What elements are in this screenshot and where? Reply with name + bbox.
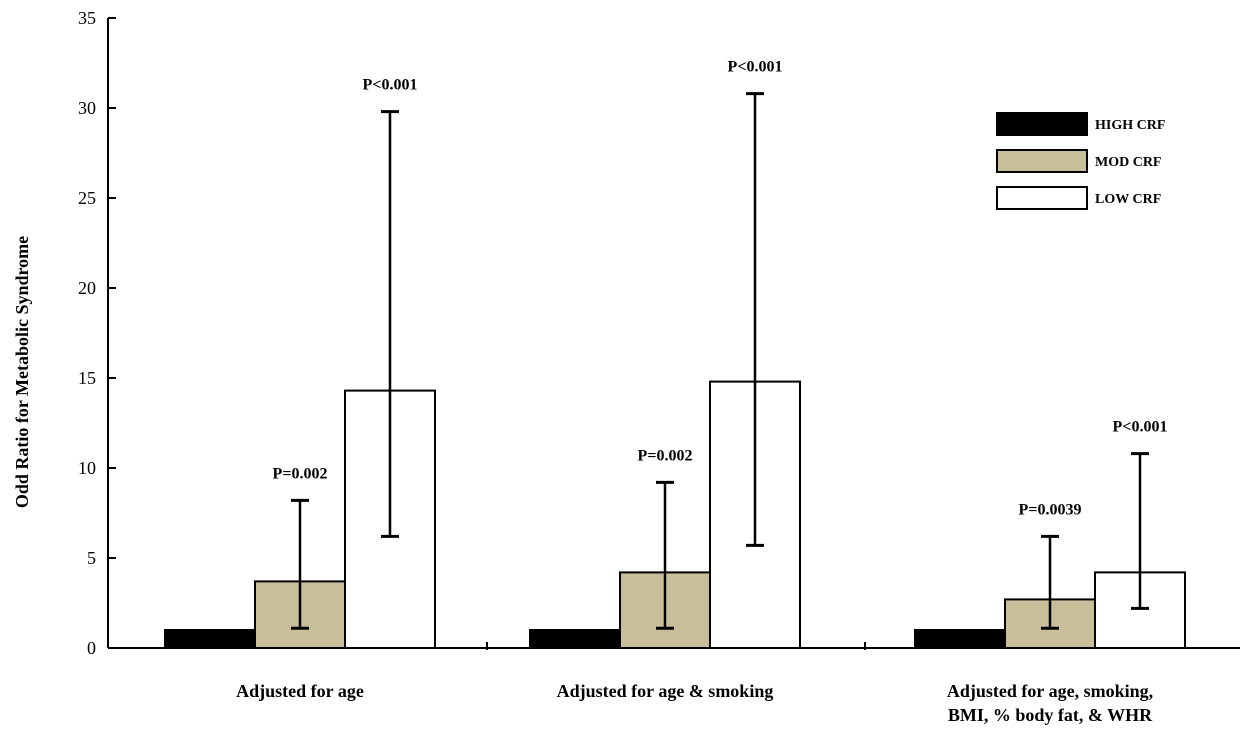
y-tick-label: 20 [78,278,96,298]
legend-swatch [996,149,1088,173]
bar [914,629,1006,649]
legend-swatch [996,112,1088,136]
y-tick-label: 0 [87,638,96,658]
x-category-label: BMI, % body fat, & WHR [948,705,1153,725]
p-value-annotation: P=0.002 [273,465,328,482]
p-value-annotation: P<0.001 [1113,419,1168,436]
y-axis-title: Odd Ratio for Metabolic Syndrome [12,236,32,508]
legend-label: MOD CRF [1095,155,1162,170]
p-value-annotation: P=0.0039 [1019,501,1082,518]
x-category-label: Adjusted for age, smoking, [947,681,1153,701]
bars: P=0.002 P<0.001 P=0.002 P<0.001 P=0.0039 P<0.… [164,59,1186,650]
y-tick-label: 30 [78,98,96,118]
legend-swatch [996,186,1088,210]
y-tick-label: 25 [78,188,96,208]
p-value-annotation: P<0.001 [363,77,418,94]
y-tick-label: 35 [78,8,96,28]
y-tick-label: 10 [78,458,96,478]
x-category-label: Adjusted for age [236,681,364,701]
axes: 0 5 10 15 20 25 30 35 Adjusted for age Adjusted f… [78,8,1240,725]
x-category-label: Adjusted for age & smoking [557,681,774,701]
p-value-annotation: P=0.002 [638,447,693,464]
y-tick-label: 15 [78,368,96,388]
y-tick-label: 5 [87,548,96,568]
legend-label: HIGH CRF [1095,118,1165,133]
bar [529,629,621,649]
p-value-annotation: P<0.001 [728,59,783,76]
legend: HIGH CRF MOD CRF LOW CRF [996,112,1165,210]
bar [164,629,256,649]
legend-label: LOW CRF [1095,192,1161,207]
